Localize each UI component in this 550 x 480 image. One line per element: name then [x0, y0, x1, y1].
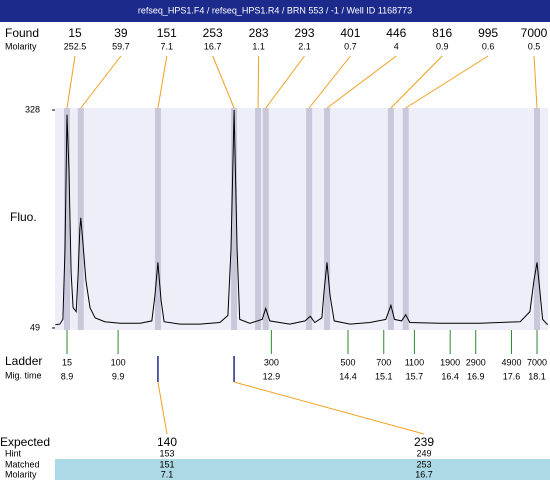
hint-size: 249 — [416, 448, 431, 458]
y-tick-label: 49 — [30, 322, 40, 332]
ladder-size: 1900 — [440, 357, 460, 367]
found-size: 293 — [294, 26, 314, 40]
leader-line — [212, 55, 235, 109]
ladder-time: 9.9 — [112, 371, 125, 381]
leader-line — [390, 55, 443, 109]
ladder-size: 7000 — [527, 357, 547, 367]
found-size: 995 — [478, 26, 498, 40]
found-size: 253 — [203, 26, 223, 40]
ladder-size: 100 — [111, 357, 126, 367]
leader-line — [157, 55, 168, 109]
found-molarity: 252.5 — [64, 41, 87, 51]
hint-size: 153 — [159, 448, 174, 458]
matched-band — [55, 459, 550, 480]
leader-line — [265, 55, 305, 109]
peak-band — [387, 108, 394, 330]
expected-size: 239 — [414, 435, 434, 449]
found-size: 39 — [114, 26, 128, 40]
ladder-size: 700 — [376, 357, 391, 367]
ladder-size: 4900 — [501, 357, 521, 367]
found-size: 401 — [340, 26, 360, 40]
header-bar — [0, 0, 550, 22]
matched-molarity: 7.1 — [161, 469, 174, 479]
found-size: 446 — [386, 26, 406, 40]
ladder-label: Ladder — [5, 354, 42, 368]
found-size: 816 — [432, 26, 452, 40]
peak-band — [262, 108, 269, 330]
matched-molarity: 16.7 — [415, 469, 433, 479]
ladder-time: 12.9 — [263, 371, 281, 381]
found-molarity: 0.5 — [528, 41, 541, 51]
found-size: 15 — [68, 26, 82, 40]
ladder-time: 16.9 — [467, 371, 485, 381]
found-molarity: 16.7 — [204, 41, 222, 51]
peak-band — [231, 108, 238, 330]
found-molarity: 0.9 — [436, 41, 449, 51]
ladder-size: 15 — [62, 357, 72, 367]
found-size: 151 — [157, 26, 177, 40]
peak-band — [402, 108, 409, 330]
ladder-time: 16.4 — [441, 371, 459, 381]
leader-line — [66, 55, 76, 109]
y-tick-label: 328 — [25, 104, 40, 114]
found-molarity: 7.1 — [161, 41, 174, 51]
expected-size: 140 — [157, 435, 177, 449]
found-molarity: 4 — [394, 41, 399, 51]
found-label: Found — [5, 26, 39, 40]
peak-band — [64, 108, 71, 330]
ladder-size: 300 — [264, 357, 279, 367]
leader-line — [80, 55, 122, 109]
found-molarity: 1.1 — [252, 41, 265, 51]
leader-line — [533, 55, 538, 109]
leader-line — [257, 55, 260, 109]
expected-label: Expected — [0, 435, 50, 449]
ladder-time: 18.1 — [528, 371, 546, 381]
ladder-time: 14.4 — [339, 371, 357, 381]
peak-band — [306, 108, 313, 330]
ladder-size: 1100 — [405, 357, 424, 367]
matched-label: Matched — [5, 459, 40, 469]
leader-line — [233, 381, 425, 435]
found-size: 283 — [249, 26, 269, 40]
trace — [55, 109, 549, 326]
header-title: refseq_HPS1.F4 / refseq_HPS1.R4 / BRN 55… — [138, 5, 412, 15]
mig-time-label: Mig. time — [5, 370, 42, 380]
ladder-time: 15.1 — [375, 371, 393, 381]
ladder-time: 8.9 — [61, 371, 74, 381]
leader-line — [157, 381, 168, 435]
matched-size: 151 — [159, 459, 174, 469]
leader-line — [326, 55, 397, 109]
molarity-label: Molarity — [5, 41, 37, 51]
peak-band — [255, 108, 262, 330]
peak-band — [324, 108, 331, 330]
ladder-time: 15.7 — [406, 371, 424, 381]
leader-line — [308, 55, 351, 109]
plot-area — [55, 108, 548, 330]
found-molarity: 0.6 — [482, 41, 495, 51]
found-molarity: 0.7 — [344, 41, 357, 51]
hint-label: Hint — [5, 448, 22, 458]
y-axis-label: Fluo. — [10, 210, 37, 224]
exp-molarity-label: Molarity — [5, 469, 37, 479]
found-size: 7000 — [521, 26, 548, 40]
leader-line — [405, 55, 489, 109]
found-molarity: 2.1 — [298, 41, 311, 51]
peak-band — [154, 108, 161, 330]
ladder-size: 2900 — [466, 357, 486, 367]
ladder-size: 500 — [340, 357, 355, 367]
peak-band — [534, 108, 541, 330]
ladder-time: 17.6 — [503, 371, 521, 381]
found-molarity: 59.7 — [112, 41, 130, 51]
matched-size: 253 — [416, 459, 431, 469]
